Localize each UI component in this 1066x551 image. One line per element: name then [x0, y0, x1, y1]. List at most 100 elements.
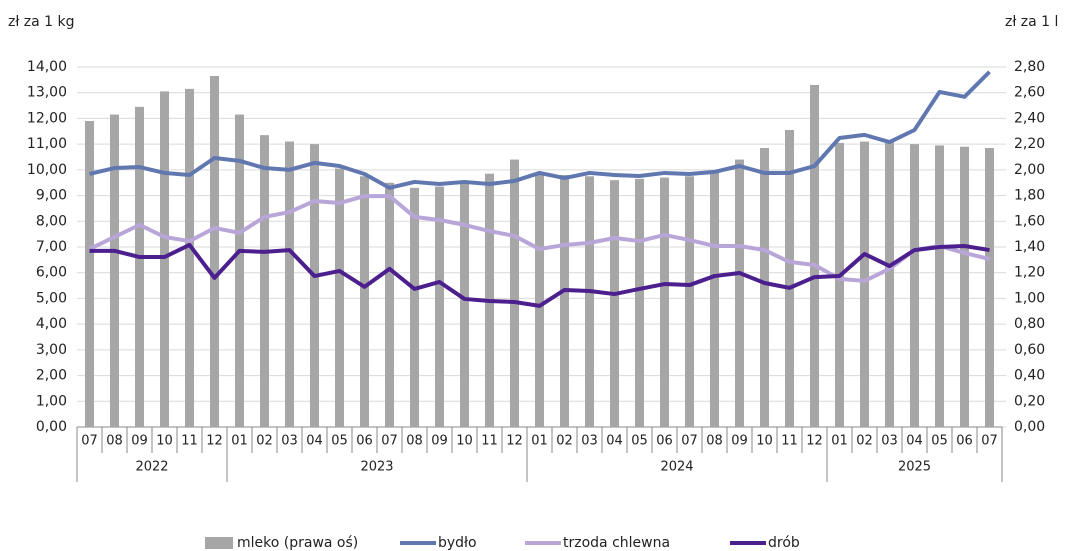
bar: [960, 146, 969, 427]
bar: [210, 76, 219, 427]
bar: [535, 172, 544, 427]
bar: [860, 141, 869, 428]
y2-tick-label: 1,00: [1014, 290, 1045, 306]
x-tick-label: 02: [256, 434, 273, 449]
line: [89, 242, 990, 308]
bar: [410, 187, 419, 427]
y-tick-label: 8,00: [36, 213, 67, 229]
bar: [335, 168, 344, 428]
bar: [385, 182, 394, 427]
y2-tick-label: 2,60: [1014, 85, 1045, 101]
x-tick-label: 02: [556, 434, 573, 449]
bar: [685, 176, 694, 427]
y2-axis-label: zł za 1 l: [1005, 14, 1058, 30]
bar: [985, 148, 994, 427]
bar: [610, 180, 619, 427]
y-tick-label: 10,00: [27, 162, 67, 178]
x-tick-label: 10: [156, 434, 173, 449]
y2-tick-label: 1,20: [1014, 265, 1045, 281]
bar: [435, 186, 444, 427]
bar: [835, 142, 844, 427]
bar: [910, 144, 919, 427]
y2-tick-label: 1,60: [1014, 213, 1045, 229]
x-tick-label: 01: [231, 434, 248, 449]
y2-tick-label: 2,00: [1014, 162, 1045, 178]
bar: [635, 178, 644, 427]
y-tick-label: 3,00: [36, 342, 67, 358]
x-tick-label: 11: [781, 434, 798, 449]
year-label: 2024: [660, 460, 693, 475]
bar: [460, 182, 469, 427]
x-tick-label: 11: [181, 434, 198, 449]
bar: [135, 106, 144, 427]
y-tick-label: 11,00: [27, 136, 67, 152]
y2-tick-label: 0,20: [1014, 393, 1045, 409]
x-tick-label: 09: [431, 434, 448, 449]
x-tick-label: 04: [606, 434, 623, 449]
x-tick-label: 10: [756, 434, 773, 449]
x-tick-label: 04: [906, 434, 923, 449]
legend-label: trzoda chlewna: [563, 535, 670, 551]
x-tick-label: 08: [406, 434, 423, 449]
y-tick-label: 14,00: [27, 59, 67, 75]
legend-label: bydło: [438, 535, 477, 551]
x-tick-label: 09: [731, 434, 748, 449]
y2-tick-label: 2,20: [1014, 136, 1045, 152]
x-tick-label: 01: [531, 434, 548, 449]
x-tick-label: 12: [206, 434, 223, 449]
bar: [785, 130, 794, 427]
bar: [110, 114, 119, 428]
x-tick-label: 07: [681, 434, 698, 449]
x-tick-label: 05: [931, 434, 948, 449]
y-tick-label: 4,00: [36, 316, 67, 332]
x-tick-label: 07: [981, 434, 998, 449]
legend-label: drób: [768, 535, 800, 551]
x-tick-label: 04: [306, 434, 323, 449]
x-tick-label: 01: [831, 434, 848, 449]
x-tick-label: 03: [281, 434, 298, 449]
x-tick-label: 12: [506, 434, 523, 449]
x-tick-label: 08: [106, 434, 123, 449]
bar: [310, 144, 319, 427]
x-tick-label: 12: [806, 434, 823, 449]
x-tick-label: 02: [856, 434, 873, 449]
x-tick-label: 05: [631, 434, 648, 449]
y-axis-label: zł za 1 kg: [8, 14, 75, 30]
y-tick-label: 2,00: [36, 368, 67, 384]
x-tick-label: 07: [81, 434, 98, 449]
y-tick-label: 9,00: [36, 188, 67, 204]
y2-tick-label: 0,60: [1014, 342, 1045, 358]
legend-swatch: [205, 537, 233, 549]
year-label: 2025: [898, 460, 931, 475]
bar: [360, 176, 369, 427]
bar: [160, 91, 169, 427]
y2-tick-label: 1,40: [1014, 239, 1045, 255]
y-tick-label: 12,00: [27, 110, 67, 126]
bar: [560, 175, 569, 427]
legend-label: mleko (prawa oś): [237, 535, 358, 551]
y2-tick-label: 2,80: [1014, 59, 1045, 75]
bar: [885, 141, 894, 428]
y2-tick-label: 1,80: [1014, 188, 1045, 204]
y2-tick-label: 0,80: [1014, 316, 1045, 332]
bar: [510, 159, 519, 428]
bar: [710, 172, 719, 427]
year-label: 2022: [135, 460, 168, 475]
x-tick-label: 03: [881, 434, 898, 449]
y-tick-label: 7,00: [36, 239, 67, 255]
bar: [585, 176, 594, 427]
bar: [185, 88, 194, 427]
x-tick-label: 06: [356, 434, 373, 449]
x-tick-label: 08: [706, 434, 723, 449]
y-tick-label: 13,00: [27, 85, 67, 101]
x-tick-label: 11: [481, 434, 498, 449]
x-tick-label: 07: [381, 434, 398, 449]
x-tick-label: 06: [656, 434, 673, 449]
bar: [810, 85, 819, 427]
year-label: 2023: [360, 460, 393, 475]
bar: [235, 114, 244, 428]
x-tick-label: 05: [331, 434, 348, 449]
y-tick-label: 5,00: [36, 290, 67, 306]
x-tick-label: 06: [956, 434, 973, 449]
bar: [260, 135, 269, 427]
